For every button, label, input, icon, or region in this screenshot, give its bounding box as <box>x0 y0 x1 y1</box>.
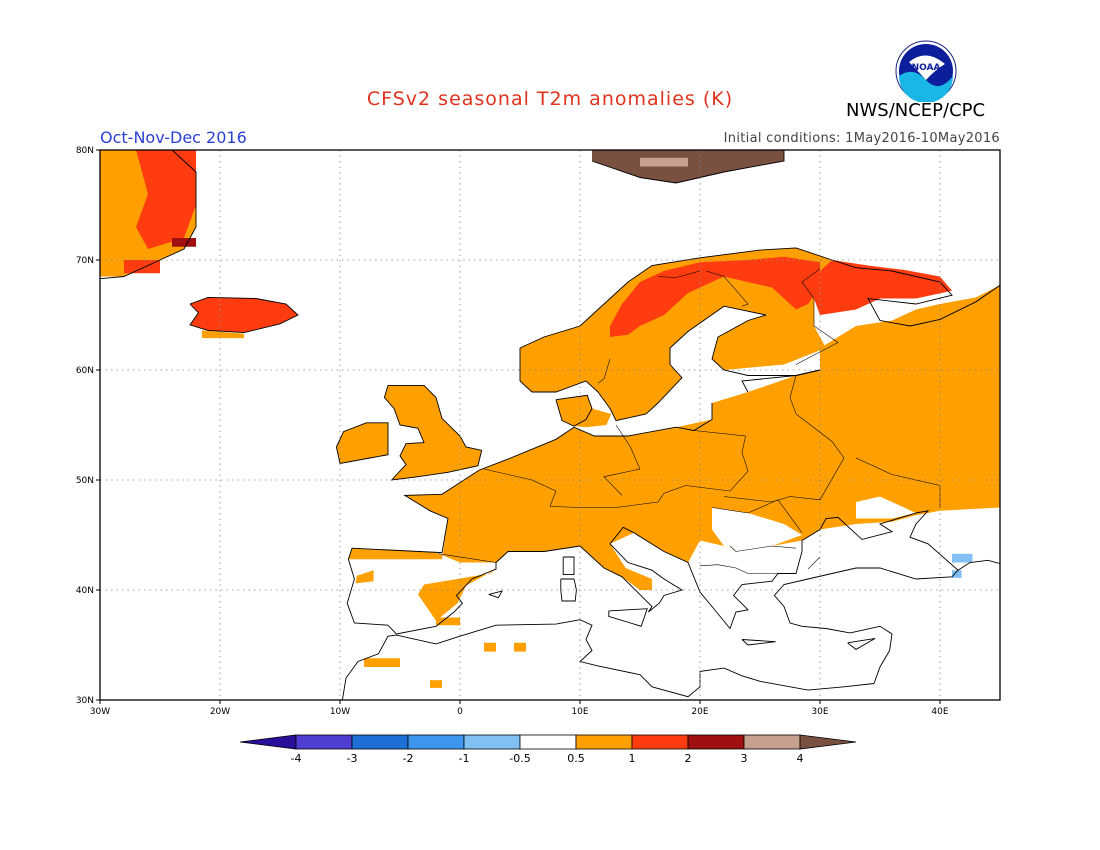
colorbar-label: 2 <box>684 752 692 765</box>
anomaly-patch <box>364 658 400 667</box>
anomaly-patch <box>172 238 196 247</box>
lon-label: 30E <box>811 707 828 717</box>
logo-text: NOAA <box>912 63 941 73</box>
anomaly-patch <box>856 496 916 519</box>
colorbar-label: 0.5 <box>567 752 585 765</box>
anomaly-patch <box>355 570 374 584</box>
country-border <box>705 270 749 307</box>
anomaly-patch <box>436 617 460 626</box>
chart-title: CFSv2 seasonal T2m anomalies (K) <box>366 88 734 110</box>
coastline <box>741 369 821 393</box>
colorbar-segment <box>687 734 745 750</box>
lat-labels: 80N 70N 60N 50N 40N 30N <box>76 146 100 706</box>
coastline <box>555 394 593 427</box>
colorbar-segment <box>295 734 353 750</box>
anomaly-patch <box>808 260 952 315</box>
colorbar-label: 1 <box>628 752 636 765</box>
coastline <box>847 637 876 650</box>
country-border <box>699 564 749 574</box>
lon-label: 10W <box>330 707 350 717</box>
country-border <box>483 430 749 508</box>
colorbar-label: -4 <box>290 752 302 765</box>
lat-label: 80N <box>76 146 94 156</box>
colorbar-segment <box>407 734 465 750</box>
anomaly-patch <box>484 642 496 652</box>
coastline <box>562 556 575 576</box>
colorbar-label: -2 <box>402 752 414 765</box>
colorbar-segment <box>463 734 521 750</box>
lon-label: 20W <box>210 707 230 717</box>
colorbar-label: -0.5 <box>509 752 531 765</box>
coastline <box>341 619 875 700</box>
country-border <box>438 553 497 563</box>
country-border <box>657 270 701 278</box>
coastline <box>335 422 389 465</box>
lat-label: 40N <box>76 586 94 596</box>
initial-conditions: Initial conditions: 1May2016-10May2016 <box>723 131 1000 146</box>
lon-label: 0 <box>457 707 463 717</box>
anomaly-patch <box>430 680 442 688</box>
colorbar-arrow-right <box>799 734 857 750</box>
anomaly-patch <box>202 330 244 339</box>
anomaly-patch <box>336 422 388 464</box>
lat-label: 70N <box>76 256 94 266</box>
anomaly-patch <box>124 260 160 274</box>
anomaly-patch <box>384 385 482 480</box>
grid-lines <box>100 150 1000 700</box>
anomaly-patch <box>952 553 973 563</box>
coastline <box>346 403 959 684</box>
coastline <box>100 150 197 280</box>
colorbar <box>239 734 857 750</box>
anomaly-patch <box>520 247 832 421</box>
coastlines <box>100 150 1000 700</box>
colorbar-label: 4 <box>796 752 804 765</box>
colorbar-label: -3 <box>346 752 358 765</box>
lat-label: 30N <box>76 696 94 706</box>
season-label: Oct-Nov-Dec 2016 <box>100 128 247 147</box>
coastline <box>741 639 776 646</box>
colorbar-segment <box>519 734 577 750</box>
coastline <box>519 305 821 422</box>
noaa-logo: NOAA <box>895 40 957 102</box>
lon-label: 40E <box>931 707 948 717</box>
lon-label: 10E <box>571 707 588 717</box>
anomaly-patch <box>952 570 962 578</box>
anomaly-patch <box>348 285 1000 590</box>
anomaly-patch <box>556 395 612 428</box>
coastline <box>519 247 1000 381</box>
country-border <box>807 556 821 570</box>
lon-labels: 30W 20W 10W 0 10E 20E 30E 40E <box>90 700 949 717</box>
country-border <box>711 499 803 533</box>
country-border <box>795 268 839 365</box>
anomaly-shading <box>100 150 1000 688</box>
coastline <box>189 296 299 334</box>
colorbar-segment <box>351 734 409 750</box>
coastline <box>608 608 648 627</box>
anomaly-patch <box>190 297 298 333</box>
anomaly-patch <box>640 157 688 167</box>
coastline <box>957 559 1000 571</box>
colorbar-segment <box>743 734 801 750</box>
coastline <box>383 384 483 481</box>
country-border <box>729 545 797 552</box>
lat-label: 60N <box>76 366 94 376</box>
country-border <box>597 358 611 384</box>
country-border <box>603 424 641 496</box>
map-frame <box>99 149 1001 701</box>
colorbar-segment <box>631 734 689 750</box>
lat-label: 50N <box>76 476 94 486</box>
anomaly-patch <box>136 150 196 249</box>
colorbar-label: 3 <box>740 752 748 765</box>
coastline <box>488 590 503 599</box>
anomaly-patch <box>514 642 526 652</box>
colorbar-segment <box>575 734 633 750</box>
lon-label: 30W <box>90 707 110 717</box>
anomaly-patch <box>712 507 802 552</box>
colorbar-arrow-left <box>239 734 297 750</box>
lon-label: 20E <box>691 707 708 717</box>
agency-label: NWS/NCEP/CPC <box>846 100 986 121</box>
coastline <box>560 578 577 602</box>
colorbar-label: -1 <box>458 752 470 765</box>
